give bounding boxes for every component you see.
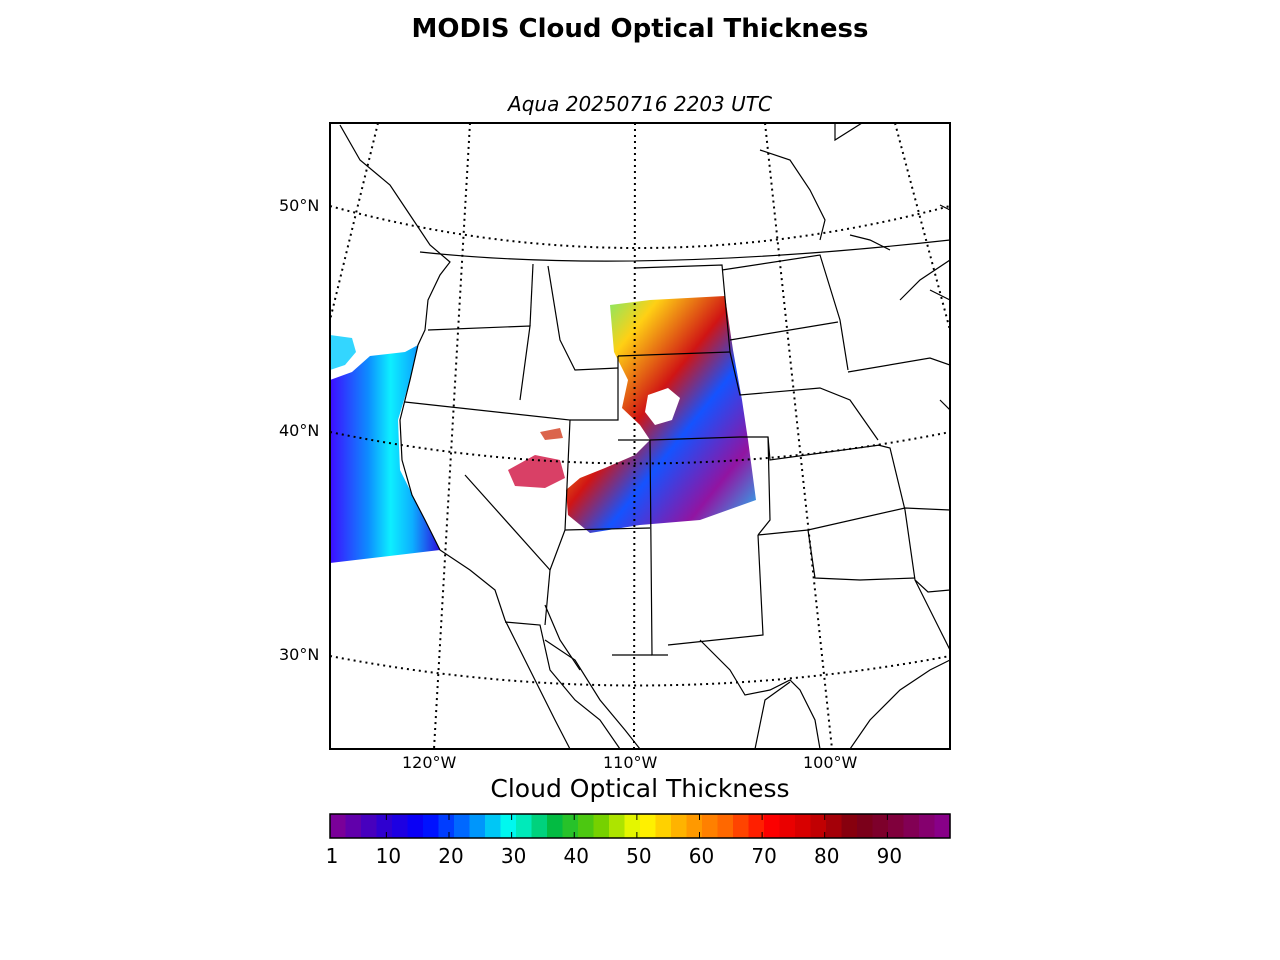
colorbar-frame — [329, 813, 951, 839]
colorbar-segment — [562, 814, 579, 838]
colorbar-segment — [454, 814, 471, 838]
colorbar-segment — [903, 814, 920, 838]
boundaries — [339, 123, 950, 749]
colorbar-tick-label: 70 — [751, 844, 777, 868]
colorbar-segment — [655, 814, 672, 838]
plot-subtitle: Aqua 20250716 2203 UTC — [508, 92, 772, 116]
colorbar-segment — [702, 814, 719, 838]
colorbar-title: Cloud Optical Thickness — [490, 774, 790, 803]
colorbar-segment — [919, 814, 936, 838]
colorbar-segment — [469, 814, 486, 838]
colorbar-segment — [872, 814, 889, 838]
lat-label-30: 30°N — [279, 645, 320, 664]
colorbar-segment — [779, 814, 796, 838]
lat-label-40: 40°N — [279, 421, 320, 440]
colorbar-segment — [640, 814, 657, 838]
colorbar-segment — [361, 814, 378, 838]
colorbar-tick-label: 1 — [325, 844, 339, 868]
colorbar-segment — [841, 814, 858, 838]
cloud-swath-ocean-patch — [330, 335, 356, 370]
colorbar-tick-label: 40 — [563, 844, 589, 868]
colorbar-segment — [609, 814, 626, 838]
colorbar-segment — [748, 814, 765, 838]
colorbar-segment — [686, 814, 703, 838]
colorbar-segment — [826, 814, 843, 838]
plot-title: MODIS Cloud Optical Thickness — [411, 14, 869, 44]
colorbar-tick-label: 20 — [438, 844, 464, 868]
colorbar-segment — [485, 814, 502, 838]
colorbar-segment — [407, 814, 424, 838]
colorbar-tick-label: 50 — [626, 844, 652, 868]
colorbar-segment — [717, 814, 734, 838]
cloud-patch-utah — [540, 428, 563, 440]
lon-label-110w: 110°W — [603, 753, 658, 772]
colorbar-tick-label: 10 — [375, 844, 402, 868]
colorbar-segment — [810, 814, 827, 838]
colorbar-tick-label: 30 — [500, 844, 527, 868]
colorbar-segment — [547, 814, 564, 838]
colorbar-tick-label: 90 — [876, 844, 903, 868]
colorbar-segment — [671, 814, 688, 838]
colorbar-segment — [438, 814, 455, 838]
colorbar-segment — [857, 814, 874, 838]
lat-label-50: 50°N — [279, 196, 320, 215]
colorbar-segment — [392, 814, 409, 838]
colorbar-segment — [888, 814, 905, 838]
colorbar-segment — [376, 814, 393, 838]
lon-label-100w: 100°W — [803, 753, 858, 772]
colorbar-segment — [764, 814, 781, 838]
cloud-patch-nevada — [508, 455, 565, 488]
colorbar-segment — [516, 814, 533, 838]
lon-label-120w: 120°W — [402, 753, 457, 772]
colorbar-tick-label: 60 — [688, 844, 715, 868]
cloud-clear-hole — [645, 388, 680, 425]
map-frame — [329, 122, 951, 750]
colorbar-tick-label: 80 — [814, 844, 840, 868]
colorbar-segment — [345, 814, 362, 838]
colorbar-segment — [330, 814, 347, 838]
colorbar-segment — [531, 814, 548, 838]
colorbar-segment — [624, 814, 641, 838]
colorbar-segment — [500, 814, 517, 838]
colorbar-segment — [733, 814, 750, 838]
colorbar-segment — [593, 814, 610, 838]
colorbar-segment — [578, 814, 595, 838]
colorbar-segment — [795, 814, 812, 838]
colorbar-segment — [934, 814, 951, 838]
colorbar-segment — [423, 814, 440, 838]
cloud-swath-ocean — [330, 345, 440, 563]
